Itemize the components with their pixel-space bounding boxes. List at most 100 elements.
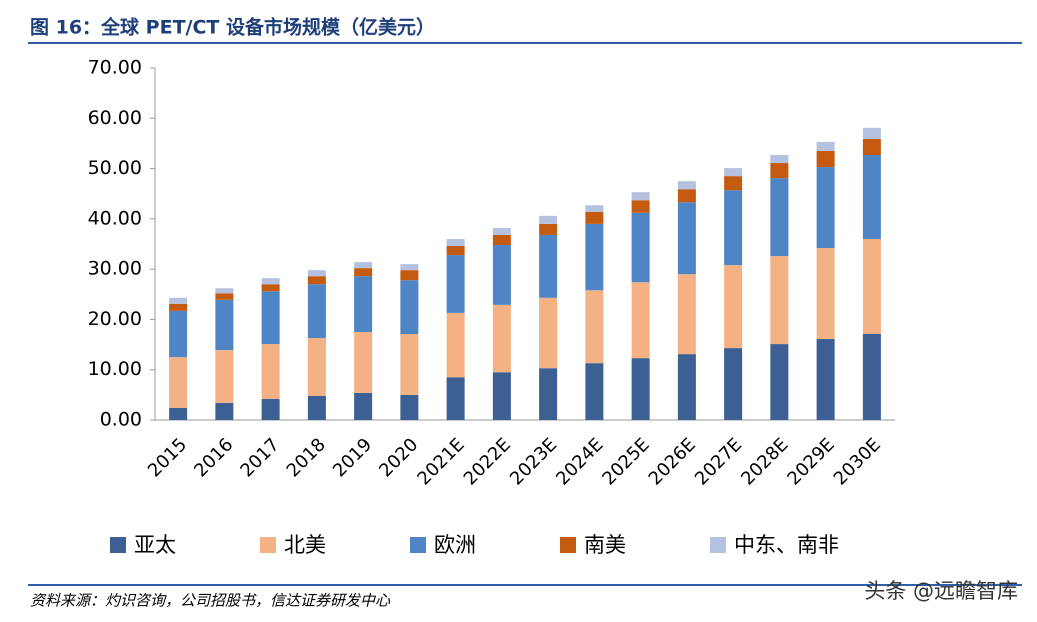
- bar-segment: [539, 297, 558, 369]
- bar-segment: [585, 290, 604, 364]
- bar-segment: [169, 407, 188, 420]
- bar-segment: [724, 348, 743, 420]
- y-tick-label: 70.00: [88, 57, 142, 79]
- bar-segment: [724, 265, 743, 349]
- x-tick-label: 2016: [190, 434, 237, 481]
- bar-segment: [539, 215, 558, 224]
- y-tick-label: 10.00: [88, 358, 142, 380]
- legend-swatch: [110, 537, 126, 553]
- bar-segment: [585, 211, 604, 224]
- bar-segment: [677, 189, 696, 203]
- bar-segment: [446, 312, 465, 378]
- bar-segment: [631, 212, 650, 283]
- bar-segment: [677, 202, 696, 275]
- bar-segment: [770, 178, 789, 257]
- bar-segment: [261, 291, 280, 345]
- bar-segment: [446, 377, 465, 420]
- x-tick-label: 2015: [144, 434, 191, 481]
- bar-segment: [862, 127, 881, 139]
- bar-segment: [169, 357, 188, 408]
- x-tick-label: 2027E: [691, 434, 746, 489]
- bar-segment: [862, 238, 881, 335]
- x-tick-label: 2030E: [830, 434, 885, 489]
- bar-segment: [307, 395, 326, 420]
- bar-segment: [862, 138, 881, 155]
- bar-segment: [492, 245, 511, 305]
- bar-segment: [215, 350, 234, 403]
- x-tick-label: 2019: [329, 434, 376, 481]
- bar-segment: [354, 276, 373, 332]
- bar-segment: [585, 363, 604, 420]
- y-tick-label: 0.00: [100, 409, 142, 431]
- bar-segment: [631, 358, 650, 420]
- y-tick-label: 50.00: [88, 157, 142, 179]
- bar-segment: [539, 234, 558, 298]
- watermark: 头条 @远瞻智库: [864, 579, 1018, 603]
- bar-segment: [261, 278, 280, 285]
- bar-segment: [816, 339, 835, 420]
- bar-segment: [492, 227, 511, 235]
- bar-segment: [770, 154, 789, 164]
- legend-label: 南美: [584, 533, 626, 557]
- x-tick-label: 2023E: [506, 434, 561, 489]
- bar-segment: [169, 303, 188, 311]
- bar-segment: [261, 398, 280, 420]
- x-tick-label: 2018: [283, 434, 330, 481]
- bar-segment: [770, 256, 789, 345]
- bar-segment: [400, 394, 419, 420]
- legend-label: 欧洲: [434, 533, 476, 557]
- bar-segment: [816, 141, 835, 151]
- bar-segment: [585, 205, 604, 212]
- bar-segment: [307, 270, 326, 277]
- bar-segment: [215, 288, 234, 294]
- bar-segment: [724, 176, 743, 191]
- bar-segment: [816, 167, 835, 249]
- x-tick-label: 2024E: [552, 434, 607, 489]
- x-tick-label: 2025E: [598, 434, 653, 489]
- bar-segment: [215, 299, 234, 351]
- bar-segment: [169, 310, 188, 358]
- bar-segment: [677, 274, 696, 355]
- bar-segment: [169, 297, 188, 304]
- x-tick-label: 2021E: [413, 434, 468, 489]
- bar-segment: [677, 354, 696, 420]
- bar-segment: [539, 223, 558, 235]
- bar-segment: [862, 154, 881, 239]
- legend-label: 亚太: [134, 533, 176, 557]
- bar-segment: [354, 268, 373, 277]
- bar-segment: [816, 248, 835, 340]
- bar-segment: [724, 190, 743, 266]
- bar-segment: [631, 192, 650, 201]
- bar-segment: [862, 334, 881, 420]
- y-tick-label: 30.00: [88, 258, 142, 280]
- bar-segment: [631, 200, 650, 213]
- bar-segment: [446, 238, 465, 247]
- source-note: 资料来源：灼识咨询，公司招股书，信达证券研发中心: [30, 592, 391, 610]
- bar-segment: [816, 150, 835, 168]
- bar-segment: [354, 392, 373, 420]
- bar-segment: [492, 304, 511, 373]
- chart-title: 图 16：全球 PET/CT 设备市场规模（亿美元）: [30, 16, 435, 39]
- bar-segment: [354, 332, 373, 393]
- bar-segment: [492, 372, 511, 420]
- bar-segment: [585, 223, 604, 291]
- x-tick-label: 2028E: [737, 434, 792, 489]
- bar-segment: [400, 334, 419, 395]
- bar-segment: [446, 255, 465, 313]
- legend-label: 中东、南非: [734, 533, 839, 557]
- legend-label: 北美: [284, 533, 326, 557]
- bar-segment: [307, 276, 326, 285]
- bar-segment: [770, 163, 789, 179]
- legend-swatch: [410, 537, 426, 553]
- bar-segment: [492, 234, 511, 246]
- bar-segment: [677, 181, 696, 190]
- x-tick-label: 2026E: [645, 434, 700, 489]
- y-tick-label: 60.00: [88, 107, 142, 129]
- bar-segment: [261, 344, 280, 399]
- bar-segment: [307, 338, 326, 396]
- bar-segment: [400, 270, 419, 281]
- legend-swatch: [560, 537, 576, 553]
- x-tick-label: 2017: [236, 434, 283, 481]
- bar-segment: [354, 262, 373, 269]
- x-tick-label: 2029E: [783, 434, 838, 489]
